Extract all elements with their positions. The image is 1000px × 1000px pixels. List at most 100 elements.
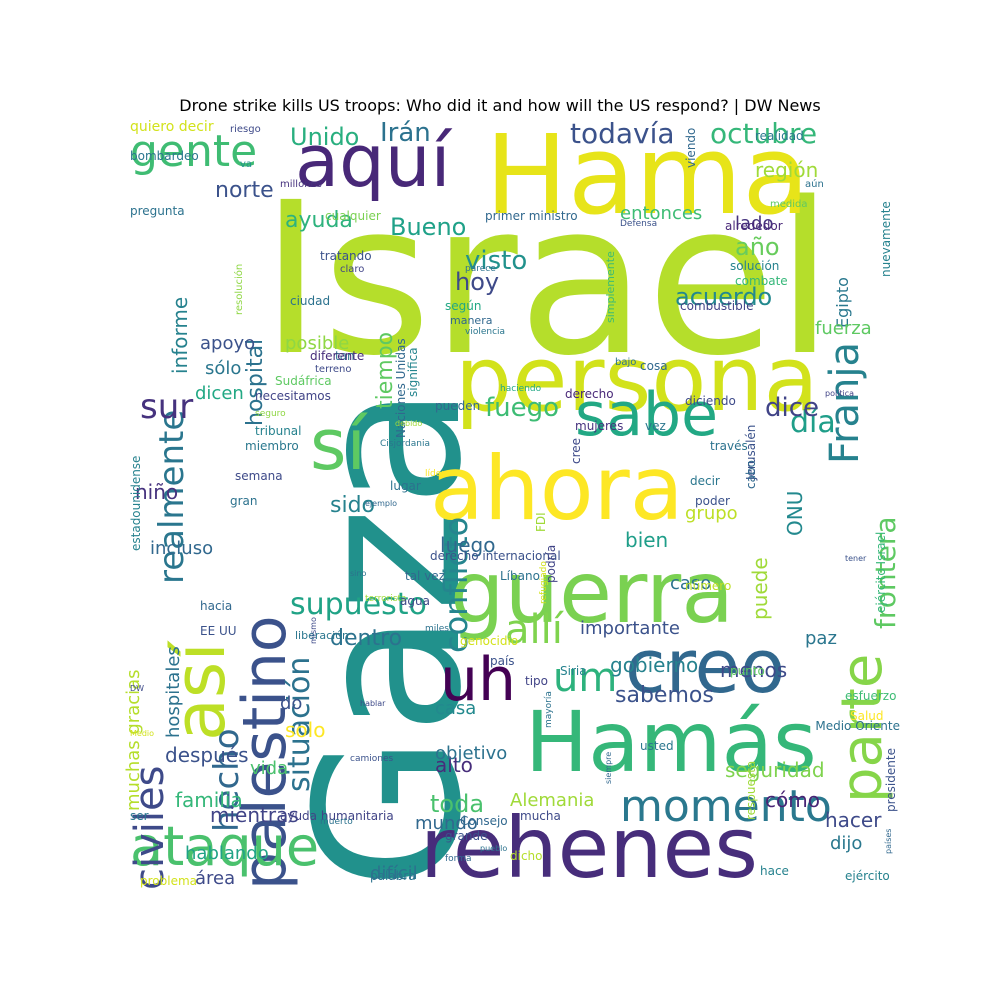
cloud-word: sino [350, 569, 367, 578]
cloud-word: lugar [390, 479, 421, 493]
cloud-word: ser [130, 809, 149, 823]
cloud-word: decir [690, 474, 720, 488]
cloud-word: quiero decir [130, 120, 214, 135]
cloud-word: familia [175, 788, 243, 812]
cloud-word: dentro [330, 626, 403, 651]
cloud-word: después [165, 743, 249, 767]
cloud-word: refugiado [539, 560, 549, 604]
cloud-word: cualquier [325, 209, 381, 223]
cloud-word: problema [140, 874, 198, 888]
cloud-word: acuerdo [675, 283, 773, 311]
cloud-word: poder [695, 494, 730, 508]
cloud-word: bombardeo [130, 149, 199, 163]
cloud-word: cree [569, 437, 583, 464]
cloud-word: terreno [315, 364, 352, 375]
cloud-word: seguro [255, 409, 286, 419]
cloud-word: liberación [295, 629, 349, 642]
cloud-word: ayuda humanitaria [280, 809, 394, 823]
cloud-word: posible [285, 333, 350, 354]
cloud-word: pueblo [480, 844, 508, 853]
cloud-word: presidente [884, 748, 898, 812]
cloud-word: terrorista [365, 594, 407, 604]
cloud-word: Consejo [460, 814, 508, 828]
cloud-word: año [735, 233, 780, 261]
cloud-word: sólo [205, 358, 242, 379]
cloud-word: país [490, 654, 515, 668]
cloud-word: ataque [130, 815, 320, 878]
cloud-word: vez [645, 419, 666, 433]
cloud-word: día [790, 405, 836, 440]
cloud-word: derecho internacional [430, 549, 561, 563]
cloud-word: resolución [234, 263, 245, 315]
cloud-word: Hamás [525, 693, 817, 791]
cloud-word: punto [730, 664, 765, 678]
cloud-word: casa [435, 698, 477, 719]
cloud-word: norte [215, 178, 274, 203]
cloud-word: haciendo [500, 384, 542, 394]
cloud-word: informe [168, 296, 192, 374]
cloud-word: claro [340, 264, 365, 275]
cloud-word: Israel [260, 157, 834, 402]
cloud-word: Hama [485, 120, 810, 239]
cloud-word: va [240, 159, 253, 170]
cloud-word: visto [465, 246, 528, 276]
cloud-word: difícil [370, 863, 418, 884]
cloud-word: grupo [685, 503, 738, 524]
cloud-word: líderes [425, 469, 455, 479]
cloud-word: gran [230, 494, 258, 508]
cloud-word: sabemos [615, 683, 714, 708]
cloud-word: solución [730, 259, 780, 273]
cloud-word: fuego [485, 393, 560, 423]
cloud-word: camiones [350, 754, 394, 764]
cloud-word: tratando [320, 249, 372, 263]
cloud-word: violencia [465, 327, 506, 337]
cloud-word: cómo [765, 788, 820, 812]
cloud-word: momento [620, 781, 832, 832]
cloud-word: tal vez [405, 569, 445, 583]
cloud-word: Defensa [620, 219, 658, 229]
cloud-word: solo [285, 718, 326, 742]
cloud-word: persona [455, 327, 819, 432]
cloud-word: gente [130, 126, 258, 177]
cloud-word: área [195, 868, 236, 889]
cloud-word: necesitamos [255, 389, 331, 403]
cloud-word: hablar [360, 699, 386, 708]
cloud-word: grande [445, 829, 488, 843]
cloud-word: semana [235, 469, 283, 483]
cloud-word: miembro [245, 439, 299, 453]
cloud-word: ejército Israel [874, 531, 888, 613]
cloud-word: sí [310, 404, 366, 486]
cloud-word: ahora [430, 437, 684, 540]
cloud-word: significa [406, 347, 420, 397]
cloud-word: Unido [290, 123, 360, 151]
cloud-word: muerto [320, 817, 353, 827]
cloud-word: según [445, 299, 482, 313]
word-cloud: Israel Gaza Hama persona ahora guerra Hamás reh… [125, 120, 900, 890]
cloud-word: hoy [455, 268, 500, 296]
cloud-word: alto [435, 753, 473, 777]
cloud-word: Alemania [510, 790, 595, 811]
cloud-word: allí [505, 607, 563, 653]
cloud-word: países [884, 828, 893, 854]
cloud-word: ejemplo [365, 499, 398, 508]
cloud-word: seguridad [725, 758, 825, 782]
cloud-word: Líbano [500, 569, 540, 583]
cloud-word: manera [450, 314, 493, 327]
cloud-word: sabe [575, 380, 719, 450]
cloud-word: paz [805, 628, 837, 649]
cloud-word: aquí [295, 120, 451, 203]
cloud-word: miles [425, 624, 449, 634]
cloud-word: diferente [310, 349, 365, 363]
cloud-word: fuerza [815, 318, 872, 339]
cloud-word: importante [580, 618, 681, 639]
cloud-word: nuevamente [879, 201, 893, 277]
cloud-word: bajo [615, 357, 637, 368]
cloud-word: través [710, 439, 748, 453]
cloud-word: tipo [525, 674, 548, 688]
cloud-word: hace [760, 864, 789, 878]
cloud-word: primer ministro [485, 209, 578, 223]
cloud-word: pueden [435, 399, 481, 413]
cloud-word: palabra [370, 869, 416, 883]
cloud-word: rehenes [420, 799, 758, 890]
cloud-word: Medio [130, 729, 155, 738]
